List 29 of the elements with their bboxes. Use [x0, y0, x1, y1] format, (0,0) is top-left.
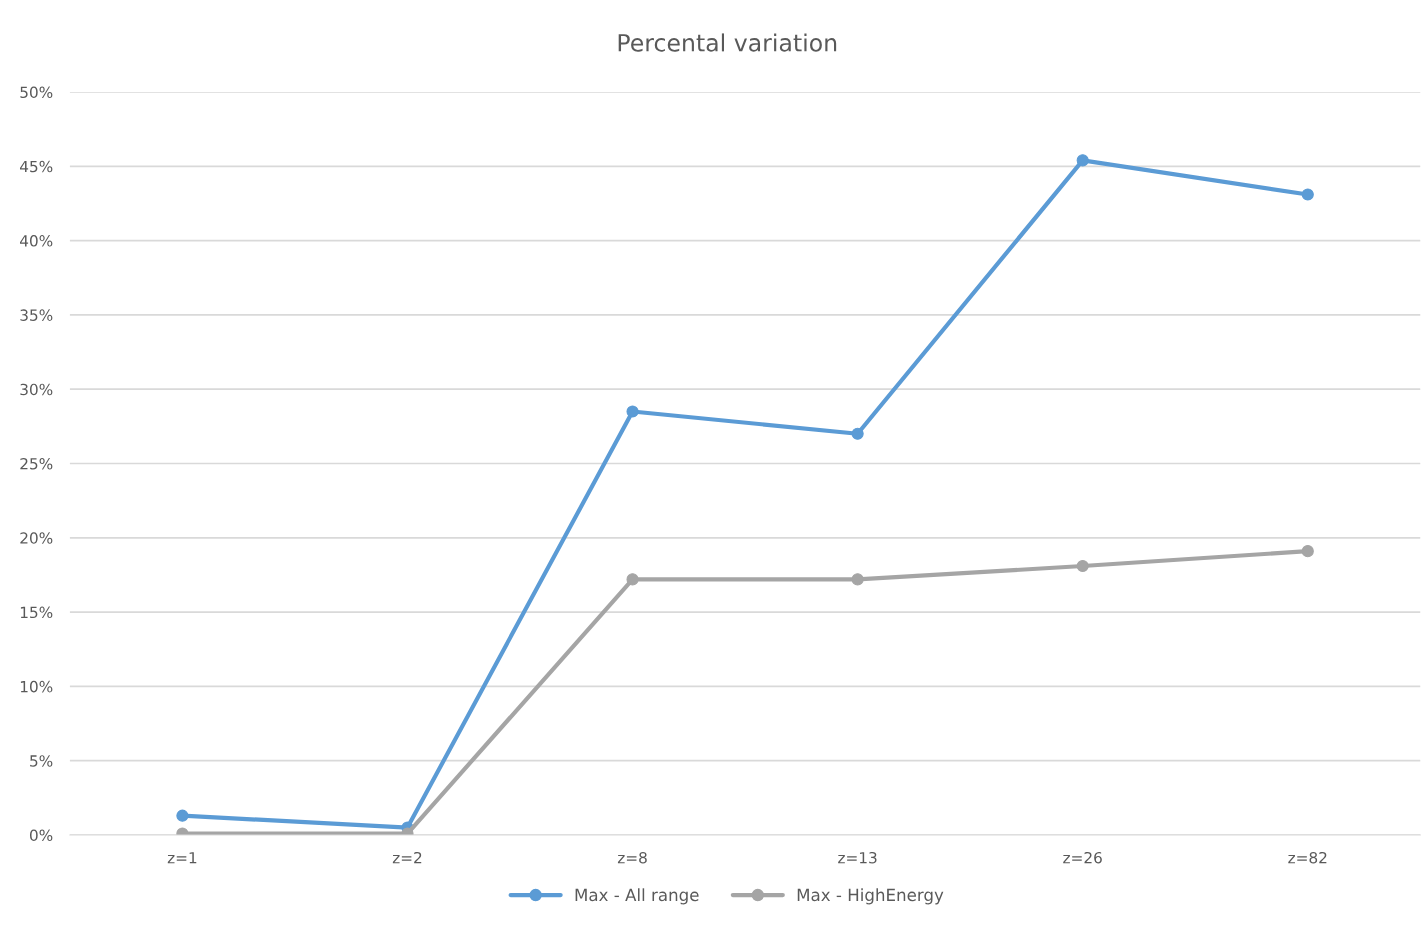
x-tick-label: z=82 [1288, 851, 1327, 864]
point [1301, 188, 1314, 201]
x-tick-label: z=13 [838, 851, 877, 864]
point [1301, 545, 1314, 558]
point [626, 405, 639, 418]
y-tick-label: 30% [20, 383, 53, 396]
x-tick-label: z=2 [392, 851, 422, 864]
y-tick-label: 0% [29, 829, 53, 842]
point [626, 573, 639, 586]
x-tick-label: z=1 [167, 852, 197, 864]
y-tick-label: 5% [30, 755, 53, 767]
legend-label: Max - All range [575, 888, 699, 905]
y-tick-label: 10% [20, 680, 53, 693]
y-tick-label: 40% [20, 235, 53, 247]
point [1076, 559, 1089, 573]
y-tick-label: 35% [20, 309, 53, 321]
point [851, 427, 864, 440]
point [851, 573, 864, 586]
x-tick-label: z=26 [1063, 851, 1102, 864]
point [176, 809, 189, 822]
y-tick-label: 45% [20, 160, 53, 173]
point [1076, 154, 1089, 167]
y-tick-label: 25% [20, 457, 53, 470]
chart-title: Percental variation [618, 33, 837, 52]
y-tick-label: 15% [20, 606, 53, 619]
y-tick-label: 20% [20, 532, 53, 544]
legend-label: Max - HighEnergy [797, 888, 944, 905]
y-tick-label: 50% [20, 86, 53, 99]
x-tick-label: z=8 [617, 851, 647, 864]
